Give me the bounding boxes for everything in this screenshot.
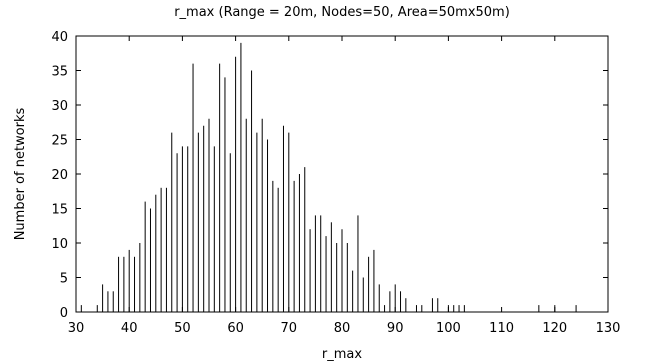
x-axis-ticks: 30 40 50 60 70 80 90 100 110 120 130	[68, 36, 621, 336]
x-tick-label: 130	[596, 321, 621, 336]
y-tick-label: 30	[51, 99, 68, 114]
x-tick-label: 110	[489, 321, 514, 336]
y-tick-label: 40	[51, 30, 68, 45]
x-tick-label: 40	[121, 321, 138, 336]
y-axis-title: Number of networks	[13, 107, 28, 240]
y-tick-label: 20	[51, 168, 68, 183]
y-tick-label: 35	[51, 65, 68, 80]
bars-group	[80, 42, 577, 312]
x-axis-title: r_max	[322, 347, 362, 362]
x-tick-label: 60	[227, 321, 244, 336]
x-tick-label: 120	[542, 321, 567, 336]
y-tick-label: 25	[51, 134, 68, 149]
y-tick-label: 10	[51, 237, 68, 252]
y-axis-ticks: 0 5 10 15 20 25 30 35 40	[51, 30, 608, 321]
x-tick-label: 100	[436, 321, 461, 336]
x-tick-label: 70	[281, 321, 298, 336]
y-tick-label: 15	[51, 203, 68, 218]
y-tick-label: 5	[60, 272, 68, 287]
x-tick-label: 90	[387, 321, 404, 336]
x-tick-label: 80	[334, 321, 351, 336]
chart-title: r_max (Range = 20m, Nodes=50, Area=50mx5…	[174, 5, 510, 20]
y-tick-label: 0	[60, 306, 68, 321]
x-tick-label: 50	[174, 321, 191, 336]
x-tick-label: 30	[68, 321, 85, 336]
